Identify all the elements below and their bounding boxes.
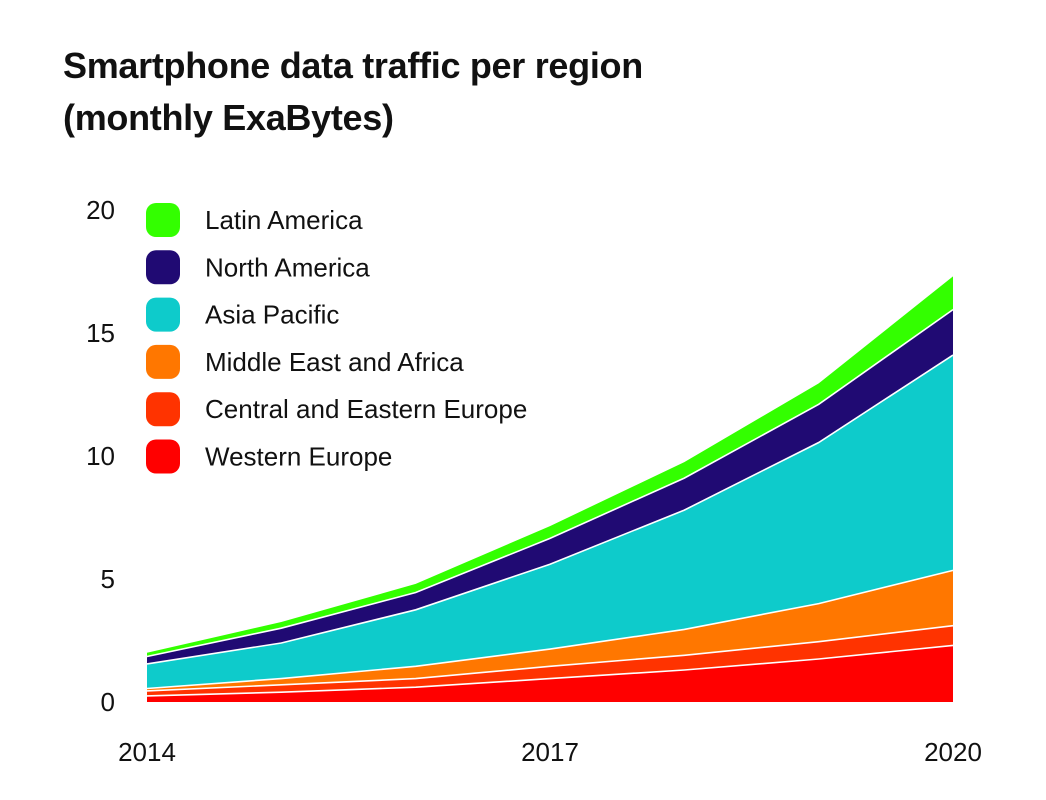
- y-tick-label: 0: [101, 687, 115, 717]
- boundary-asia-pacific: [146, 354, 954, 665]
- boundary-north-america: [146, 308, 954, 658]
- legend-swatch: [146, 297, 180, 332]
- chart-subtitle: (monthly ExaBytes): [63, 97, 394, 138]
- area-middle-east-and-africa: [147, 570, 953, 691]
- boundary-western-europe: [146, 644, 954, 697]
- legend-swatch: [146, 203, 180, 237]
- y-tick-label: 5: [101, 564, 115, 594]
- y-axis-ticks: 0 5 10 15 20: [86, 195, 115, 717]
- x-tick-label: 2014: [118, 737, 176, 767]
- chart-title-line: Smartphone data traffic per region: [63, 45, 643, 86]
- y-tick-label: 20: [86, 195, 115, 225]
- legend-item-middle-east-and-africa: Middle East and Africa: [146, 344, 464, 379]
- x-tick-label: 2017: [521, 737, 579, 767]
- y-tick-label: 15: [86, 318, 115, 348]
- boundary-central-and-eastern-europe: [146, 624, 954, 692]
- legend: Latin America North America Asia Pacific Mi…: [146, 203, 527, 474]
- legend-label: Middle East and Africa: [205, 347, 464, 377]
- legend-label: Western Europe: [205, 442, 392, 472]
- x-axis-ticks: 2014 2017 2020: [118, 737, 982, 767]
- legend-label: Central and Eastern Europe: [205, 394, 527, 424]
- legend-label: North America: [205, 252, 370, 282]
- areas-group: [146, 276, 954, 702]
- legend-item-asia-pacific: Asia Pacific: [146, 297, 339, 332]
- legend-swatch: [146, 344, 180, 379]
- area-western-europe: [147, 645, 953, 702]
- legend-item-latin-america: Latin America: [146, 203, 363, 237]
- chart-title: Smartphone data traffic per region (mont…: [63, 40, 643, 144]
- legend-swatch: [146, 439, 180, 474]
- y-tick-label: 10: [86, 441, 115, 471]
- boundary-middle-east-and-africa: [146, 569, 954, 690]
- legend-label: Asia Pacific: [205, 300, 339, 330]
- legend-item-north-america: North America: [146, 250, 370, 285]
- legend-item-central-and-eastern-europe: Central and Eastern Europe: [146, 392, 527, 427]
- area-asia-pacific: [147, 355, 953, 689]
- legend-item-western-europe: Western Europe: [146, 439, 392, 474]
- legend-label: Latin America: [205, 205, 363, 235]
- legend-swatch: [146, 392, 180, 427]
- legend-swatch: [146, 250, 180, 285]
- x-tick-label: 2020: [924, 737, 982, 767]
